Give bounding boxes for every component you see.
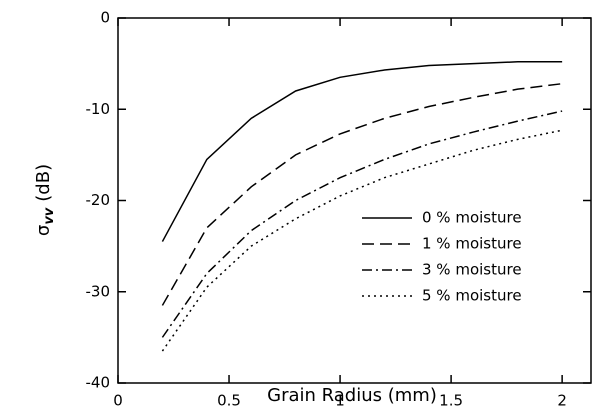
x-tick-label: 2: [557, 392, 567, 410]
y-tick-label: -20: [86, 191, 111, 209]
legend-label: 1 % moisture: [422, 235, 522, 253]
legend-label: 3 % moisture: [422, 261, 522, 279]
x-axis-label: Grain Radius (mm): [267, 385, 437, 406]
series-line: [161, 129, 563, 352]
y-axis-label: σvv (dB): [33, 164, 57, 236]
y-label-unit: (dB): [33, 164, 54, 202]
x-tick-label: 1.5: [439, 392, 463, 410]
plot-frame: [117, 17, 592, 384]
legend-label: 5 % moisture: [422, 287, 522, 305]
x-tick-label: 1: [335, 392, 345, 410]
series-line: [161, 82, 563, 306]
x-tick-label: 0.5: [217, 392, 241, 410]
y-tick-label: 0: [100, 9, 110, 27]
x-tick-label: 0: [113, 392, 123, 410]
y-tick-label: -30: [86, 282, 111, 300]
legend-label: 0 % moisture: [422, 209, 522, 227]
series-line: [161, 110, 563, 338]
series-line: [161, 61, 563, 242]
y-label-symbol: σ: [33, 225, 54, 236]
y-tick-label: -10: [86, 100, 111, 118]
y-tick-label: -40: [86, 374, 111, 392]
y-label-subscript: vv: [42, 207, 57, 224]
